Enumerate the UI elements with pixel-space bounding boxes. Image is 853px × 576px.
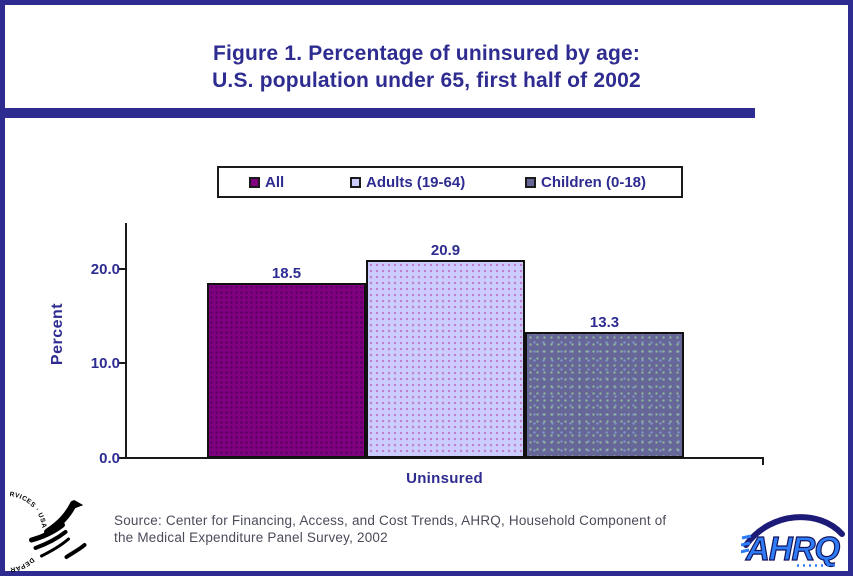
- legend-label-all: All: [265, 173, 285, 191]
- bar-children: [525, 332, 684, 458]
- hhs-eagle-icon: [29, 499, 87, 559]
- figure-title: Figure 1. Percentage of uninsured by age…: [0, 40, 853, 94]
- source-note: Source: Center for Financing, Access, an…: [114, 512, 666, 546]
- x-axis-title: Uninsured: [406, 470, 483, 487]
- figure-title-line1: Figure 1. Percentage of uninsured by age…: [212, 42, 641, 65]
- y-axis-line: [125, 223, 127, 459]
- hhs-ring-text: DEPARTMENT OF HEALTH & HUMAN SERVICES · …: [10, 491, 47, 573]
- legend-swatch-all: [249, 176, 260, 188]
- ahrq-logo: AHRQ: [741, 514, 845, 568]
- legend-swatch-adults: [350, 176, 361, 188]
- y-tick-label-10: 10.0: [90, 355, 120, 372]
- source-note-line2: the Medical Expenditure Panel Survey, 20…: [114, 530, 388, 545]
- y-tick-label-20: 20.0: [90, 261, 120, 278]
- y-tick-mark-10: [118, 362, 127, 364]
- chart-legend: All Adults (19-64) Children (0-18): [217, 166, 683, 198]
- legend-label-adults: Adults (19-64): [366, 173, 466, 191]
- legend-label-children: Children (0-18): [541, 173, 647, 191]
- legend-item-adults: Adults (19-64): [350, 168, 465, 196]
- y-tick-mark-0: [118, 457, 127, 459]
- figure-title-line2: U.S. population under 65, first half of …: [212, 69, 641, 92]
- bar-all: [207, 283, 366, 458]
- title-divider-rule: [5, 108, 755, 118]
- y-tick-mark-20: [118, 268, 127, 270]
- bar-value-label-adults: 20.9: [430, 242, 461, 259]
- ahrq-swoosh-icon: [743, 514, 845, 548]
- bar-adults: [366, 260, 525, 458]
- bar-value-label-children: 13.3: [589, 314, 620, 331]
- legend-item-all: All: [249, 168, 284, 196]
- ahrq-speed-lines-icon: [741, 534, 752, 554]
- legend-swatch-children: [525, 176, 536, 188]
- source-note-line1: Source: Center for Financing, Access, an…: [114, 513, 667, 528]
- ahrq-wordmark: AHRQ: [745, 530, 840, 567]
- hhs-seal-logo: DEPARTMENT OF HEALTH & HUMAN SERVICES · …: [10, 491, 87, 573]
- y-tick-label-0: 0.0: [99, 450, 120, 467]
- bar-value-label-all: 18.5: [271, 265, 302, 282]
- y-axis-title: Percent: [49, 302, 66, 366]
- x-axis-line: [125, 457, 764, 459]
- x-axis-end-tick: [762, 458, 764, 465]
- legend-item-children: Children (0-18): [525, 168, 646, 196]
